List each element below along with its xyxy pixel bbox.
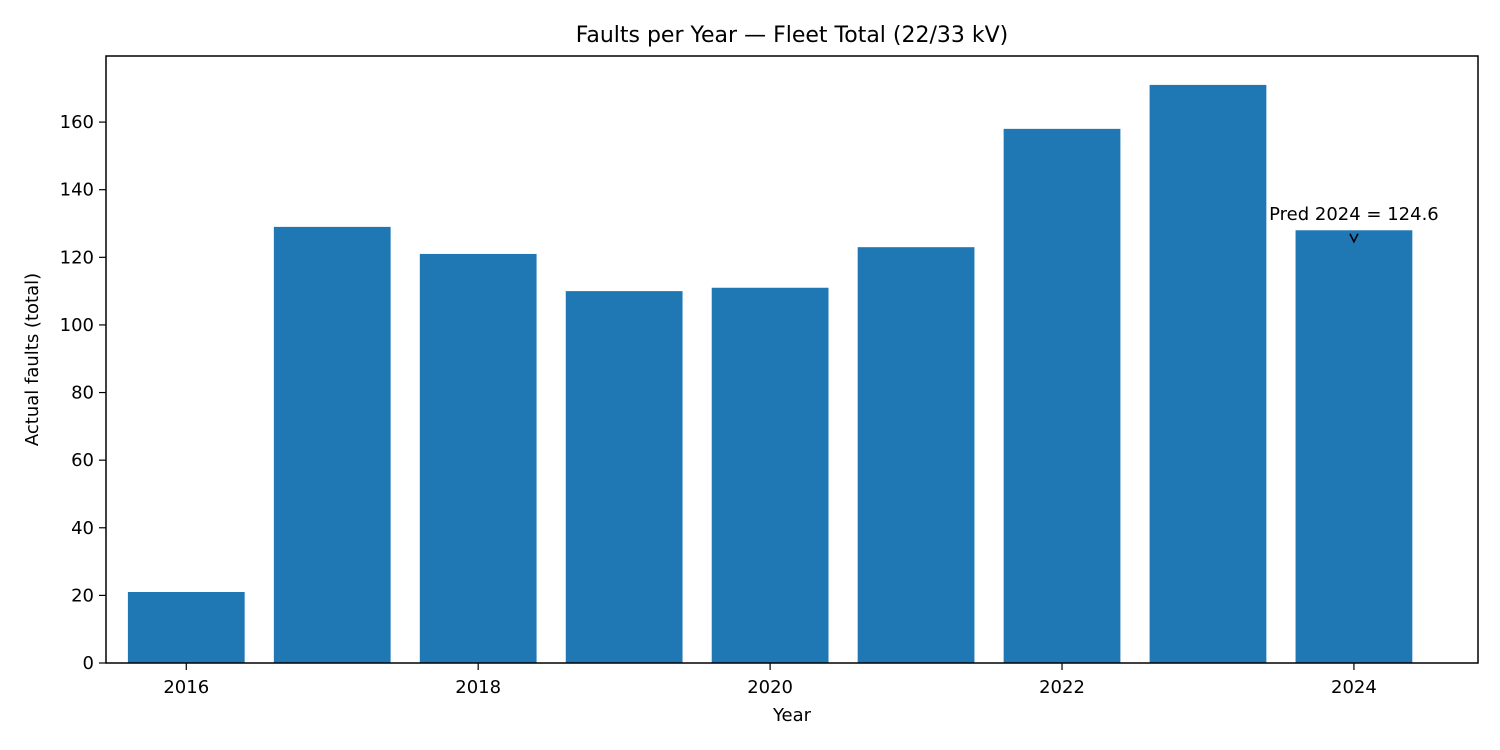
bar-2020 bbox=[711, 287, 829, 663]
bar-2019 bbox=[565, 291, 683, 663]
bar-2017 bbox=[273, 226, 391, 663]
x-tick-label: 2016 bbox=[163, 677, 209, 698]
x-axis-ticks: 2016 2018 2020 2022 2024 bbox=[163, 663, 1377, 698]
y-tick-label: 0 bbox=[83, 653, 94, 674]
plot-frame bbox=[105, 55, 1479, 664]
x-tick-label: 2020 bbox=[747, 677, 793, 698]
bar-2018 bbox=[419, 253, 537, 663]
x-tick-label: 2024 bbox=[1331, 677, 1377, 698]
y-tick-label: 20 bbox=[71, 585, 94, 606]
bar-2021 bbox=[857, 247, 975, 663]
prediction-annotation: Pred 2024 = 124.6 bbox=[1269, 204, 1439, 225]
y-tick-label: 40 bbox=[71, 518, 94, 539]
y-tick-label: 120 bbox=[60, 247, 94, 268]
chart-title: Faults per Year — Fleet Total (22/33 kV) bbox=[576, 23, 1009, 48]
bar-2016 bbox=[127, 592, 245, 663]
y-tick-label: 80 bbox=[71, 383, 94, 404]
y-axis-ticks: 0 20 40 60 80 100 120 140 160 bbox=[60, 112, 106, 674]
y-tick-label: 140 bbox=[60, 180, 94, 201]
bar-2023 bbox=[1149, 84, 1267, 663]
x-tick-label: 2018 bbox=[455, 677, 501, 698]
annotations-group: Pred 2024 = 124.6 bbox=[1269, 204, 1439, 244]
bars-group bbox=[127, 84, 1413, 663]
bar-2024 bbox=[1295, 230, 1413, 663]
y-tick-label: 60 bbox=[71, 450, 94, 471]
x-axis-label: Year bbox=[772, 705, 812, 726]
x-tick-label: 2022 bbox=[1039, 677, 1085, 698]
prediction-arrow bbox=[1349, 233, 1359, 244]
bar-2022 bbox=[1003, 128, 1121, 663]
y-tick-label: 160 bbox=[60, 112, 94, 133]
y-axis-label: Actual faults (total) bbox=[22, 273, 43, 446]
y-tick-label: 100 bbox=[60, 315, 94, 336]
